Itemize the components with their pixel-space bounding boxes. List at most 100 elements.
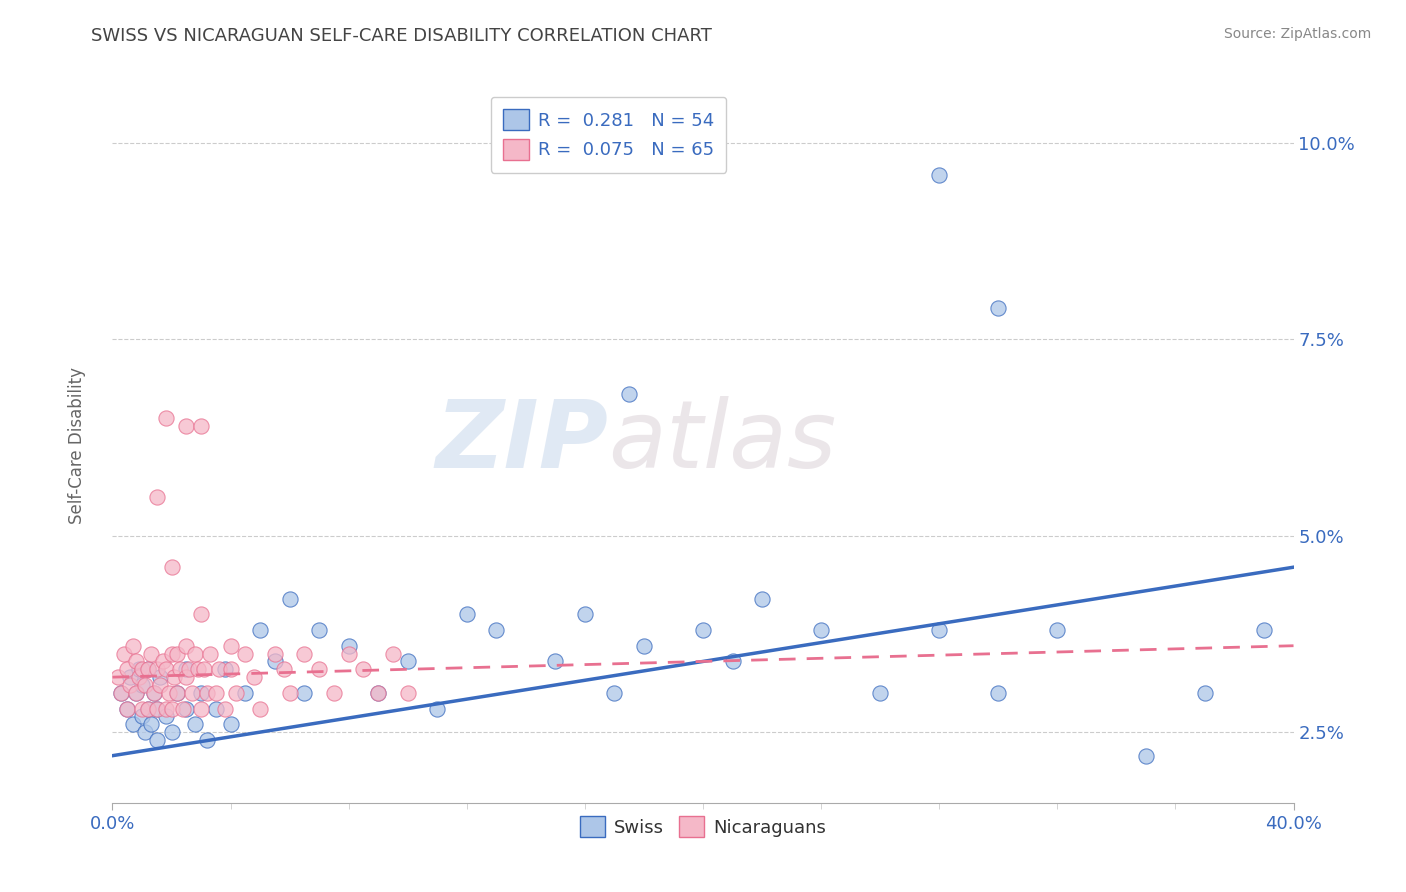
Point: [181, 686, 204, 700]
Point: [233, 647, 256, 661]
Point: [163, 670, 186, 684]
Point: [155, 411, 177, 425]
Point: [131, 662, 153, 676]
Point: [128, 662, 150, 676]
Point: [367, 686, 389, 700]
Point: [1253, 623, 1275, 637]
Point: [149, 678, 172, 692]
Point: [292, 647, 315, 661]
Point: [157, 686, 180, 700]
Point: [721, 655, 744, 669]
Point: [426, 701, 449, 715]
Point: [233, 686, 256, 700]
Point: [160, 725, 183, 739]
Point: [146, 490, 169, 504]
Text: atlas: atlas: [609, 396, 837, 487]
Point: [187, 662, 209, 676]
Point: [219, 662, 242, 676]
Text: ZIP: ZIP: [436, 395, 609, 488]
Point: [174, 418, 197, 433]
Point: [125, 686, 148, 700]
Point: [179, 662, 201, 676]
Point: [122, 639, 145, 653]
Point: [367, 686, 389, 700]
Point: [219, 639, 242, 653]
Point: [869, 686, 891, 700]
Point: [544, 655, 567, 669]
Point: [243, 670, 266, 684]
Point: [110, 686, 132, 700]
Point: [174, 670, 197, 684]
Point: [214, 701, 236, 715]
Point: [131, 678, 153, 692]
Point: [225, 686, 247, 700]
Point: [1135, 748, 1157, 763]
Point: [172, 701, 194, 715]
Point: [136, 701, 159, 715]
Point: [633, 639, 655, 653]
Point: [146, 662, 169, 676]
Point: [136, 662, 159, 676]
Point: [603, 686, 626, 700]
Point: [134, 725, 156, 739]
Point: [987, 301, 1010, 315]
Point: [278, 686, 301, 700]
Point: [195, 686, 218, 700]
Point: [117, 701, 138, 715]
Point: [810, 623, 832, 637]
Point: [155, 709, 177, 723]
Point: [146, 733, 169, 747]
Point: [131, 701, 153, 715]
Point: [128, 670, 150, 684]
Point: [142, 686, 165, 700]
Point: [149, 670, 172, 684]
Point: [273, 662, 295, 676]
Point: [174, 701, 197, 715]
Point: [214, 662, 236, 676]
Point: [987, 686, 1010, 700]
Point: [1194, 686, 1216, 700]
Point: [249, 701, 271, 715]
Text: Source: ZipAtlas.com: Source: ZipAtlas.com: [1223, 27, 1371, 41]
Point: [125, 686, 148, 700]
Point: [574, 607, 596, 622]
Point: [264, 647, 287, 661]
Point: [125, 655, 148, 669]
Point: [190, 686, 212, 700]
Point: [136, 662, 159, 676]
Point: [692, 623, 714, 637]
Point: [198, 647, 221, 661]
Point: [120, 670, 142, 684]
Point: [619, 387, 641, 401]
Point: [155, 662, 177, 676]
Text: Self-Care Disability: Self-Care Disability: [69, 368, 86, 524]
Point: [264, 655, 287, 669]
Point: [751, 591, 773, 606]
Point: [190, 418, 212, 433]
Point: [139, 647, 162, 661]
Point: [337, 647, 360, 661]
Point: [208, 662, 231, 676]
Point: [396, 686, 419, 700]
Point: [146, 701, 169, 715]
Legend: Swiss, Nicaraguans: Swiss, Nicaraguans: [572, 809, 834, 845]
Point: [928, 623, 950, 637]
Point: [136, 701, 159, 715]
Point: [292, 686, 315, 700]
Point: [160, 560, 183, 574]
Point: [174, 639, 197, 653]
Point: [107, 670, 129, 684]
Point: [190, 607, 212, 622]
Point: [142, 686, 165, 700]
Point: [131, 709, 153, 723]
Point: [193, 662, 215, 676]
Text: SWISS VS NICARAGUAN SELF-CARE DISABILITY CORRELATION CHART: SWISS VS NICARAGUAN SELF-CARE DISABILITY…: [91, 27, 713, 45]
Point: [278, 591, 301, 606]
Point: [382, 647, 405, 661]
Point: [122, 717, 145, 731]
Point: [169, 662, 191, 676]
Point: [184, 717, 207, 731]
Point: [184, 647, 207, 661]
Point: [205, 701, 228, 715]
Point: [110, 686, 132, 700]
